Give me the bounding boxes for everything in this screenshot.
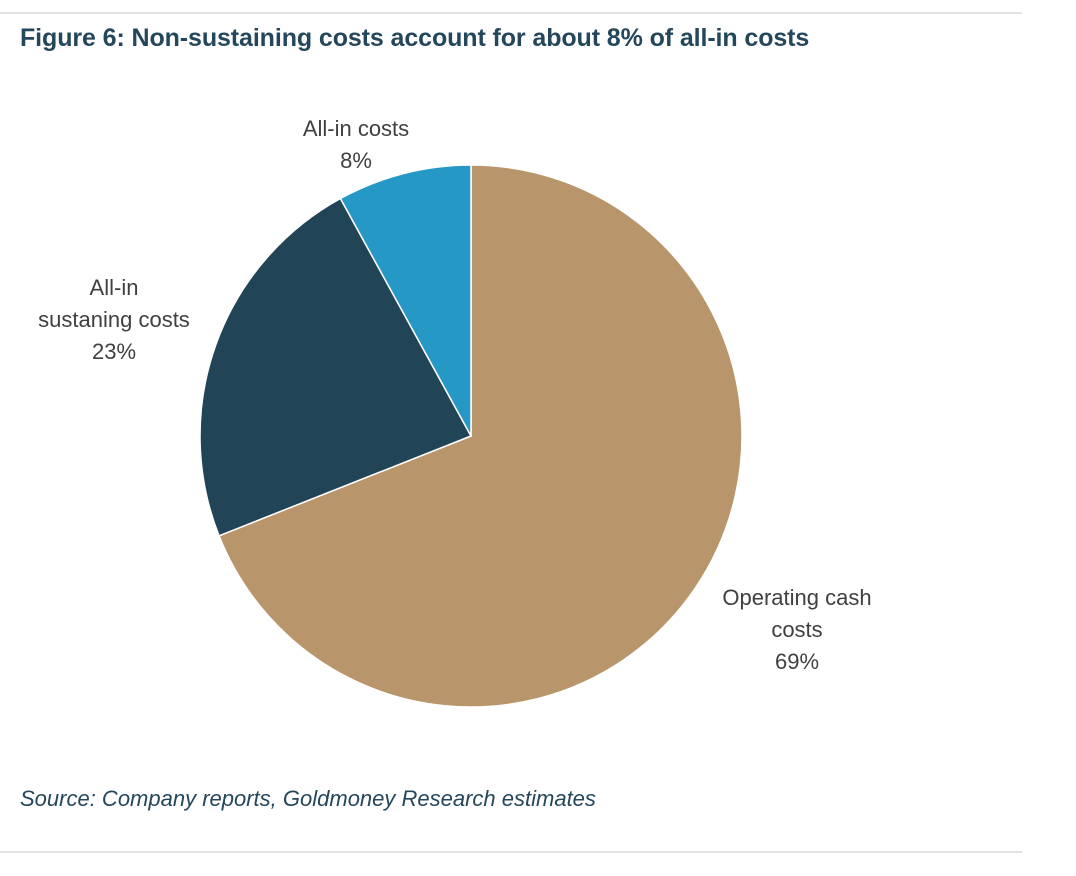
slice-name-label: sustaning costs (38, 307, 190, 332)
data-label-all-in-costs: All-in costs 8% (303, 116, 409, 173)
slice-percent-label: 8% (340, 148, 372, 173)
slice-percent-label: 69% (775, 649, 819, 674)
slice-name-label: Operating cash (722, 585, 871, 610)
slice-percent-label: 23% (92, 339, 136, 364)
data-label-operating-cash-costs: Operating cash costs 69% (722, 585, 871, 674)
pie-slices (199, 164, 743, 708)
slice-name-label: costs (771, 617, 822, 642)
pie-slice-all-in-sustaining-costs (199, 197, 473, 537)
top-divider (0, 12, 1022, 14)
slice-name-label: All-in costs (303, 116, 409, 141)
pie-slice-all-in-costs (339, 164, 472, 437)
pie-labels: Operating cash costs 69% All-in sustaning co… (38, 116, 871, 674)
source-note: Source: Company reports, Goldmoney Resea… (20, 786, 596, 811)
bottom-divider (0, 851, 1022, 853)
pie-slice-operating-cash-costs (218, 164, 743, 708)
slice-name-label: All-in (90, 275, 139, 300)
data-label-all-in-sustaining-costs: All-in sustaning costs 23% (38, 275, 190, 364)
figure-title: Figure 6: Non-sustaining costs account f… (20, 24, 810, 52)
